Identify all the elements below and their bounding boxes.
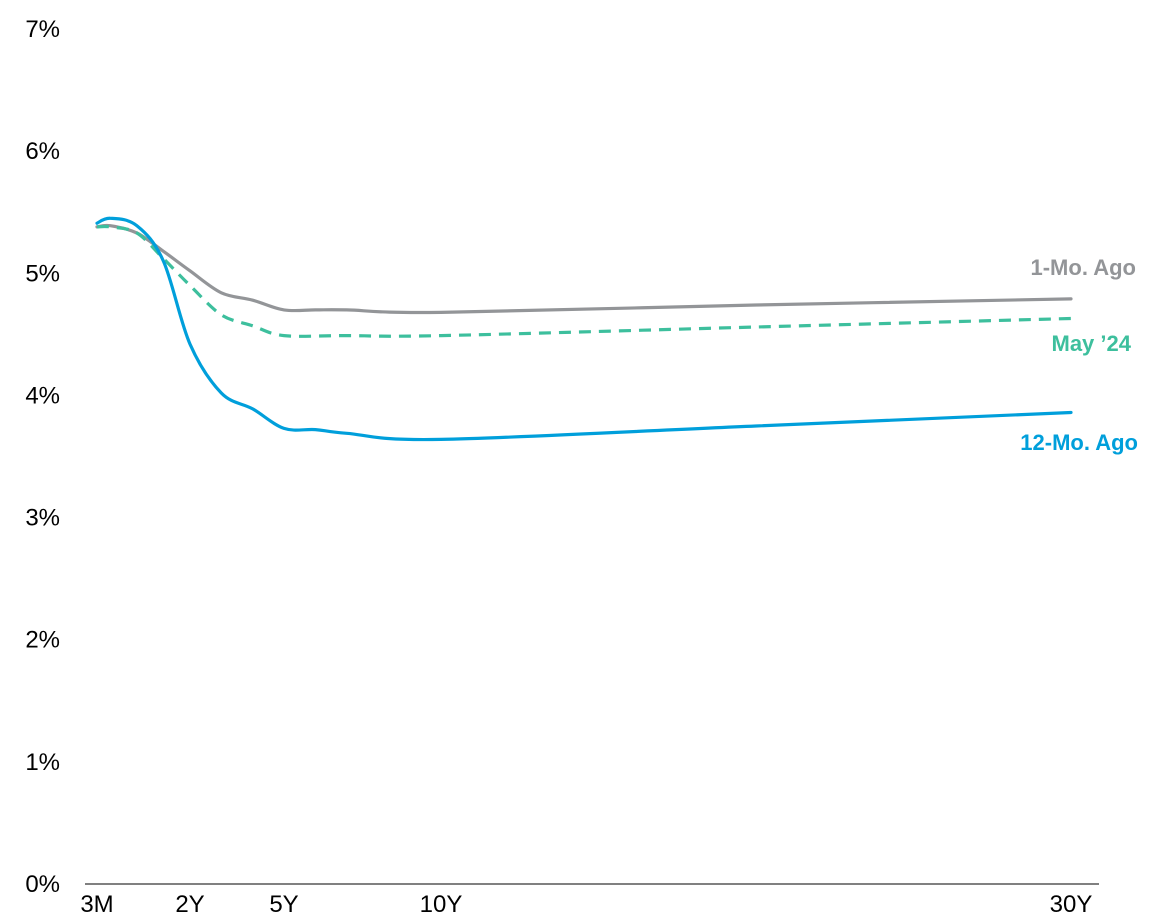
x-tick-label: 30Y xyxy=(1050,891,1093,918)
y-tick-label: 3% xyxy=(25,505,60,532)
y-tick-label: 0% xyxy=(25,871,60,898)
y-tick-label: 2% xyxy=(25,627,60,654)
x-axis: 3M 2Y 5Y 10Y 30Y xyxy=(80,883,1099,918)
series-labels: 1-Mo. Ago May ’24 12-Mo. Ago xyxy=(1020,255,1138,455)
x-tick-label: 5Y xyxy=(269,891,298,918)
x-tick-label: 3M xyxy=(80,891,113,918)
y-tick-label: 6% xyxy=(25,138,60,165)
series-label-1: May ’24 xyxy=(1052,331,1132,356)
series-label-0: 1-Mo. Ago xyxy=(1031,255,1137,280)
y-tick-label: 4% xyxy=(25,382,60,409)
x-tick-label: 2Y xyxy=(175,891,204,918)
y-tick-label: 5% xyxy=(25,260,60,287)
series-lines xyxy=(95,216,1073,442)
y-tick-label: 1% xyxy=(25,749,60,776)
series-line-2 xyxy=(95,216,1073,442)
series-line-0 xyxy=(95,223,1073,315)
y-tick-label: 7% xyxy=(25,16,60,43)
y-axis: 0% 1% 2% 3% 4% 5% 6% 7% xyxy=(25,16,60,898)
series-line-1 xyxy=(96,224,1072,338)
series-label-2: 12-Mo. Ago xyxy=(1020,430,1138,455)
x-tick-label: 10Y xyxy=(420,891,463,918)
